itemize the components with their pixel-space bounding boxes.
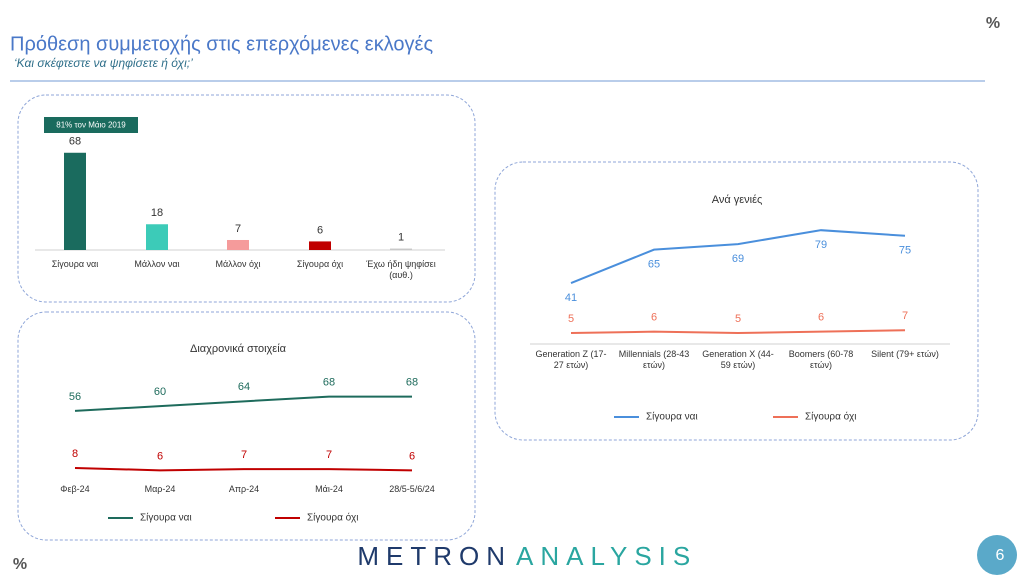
x-tick-label-text: Φεβ-24 <box>60 484 90 494</box>
annotation-box <box>44 117 138 133</box>
bar <box>227 239 249 250</box>
value-label: 64 <box>238 381 250 393</box>
value-label: 60 <box>154 386 166 398</box>
x-tick-label-text: Generation Z (17-27 ετών) <box>535 349 607 370</box>
bar <box>309 241 331 250</box>
x-tick-label: Φεβ-24 <box>60 484 90 494</box>
value-label: 75 <box>899 245 911 257</box>
x-tick-label-text: Generation X (44-59 ετών) <box>702 349 774 370</box>
slide-title: Πρόθεση συμμετοχής στις επερχόμενες εκλο… <box>10 33 433 55</box>
page-badge <box>977 535 1017 575</box>
x-tick-label-text: Έχω ήδη ψηφίσει (αυθ.) <box>366 259 436 280</box>
line-series <box>570 329 906 335</box>
legend-label: Σίγουρα όχι <box>307 512 358 524</box>
x-tick-label: 28/5-5/6/24 <box>389 484 435 494</box>
x-tick-label: Generation Z (17-27 ετών) <box>535 349 607 370</box>
panel <box>494 161 979 441</box>
value-label: 68 <box>323 376 335 388</box>
value-label: 56 <box>69 391 81 403</box>
annotation: 81% τον Μάιο 2019 <box>56 121 126 130</box>
x-tick-label-text: Σίγουρα όχι <box>296 259 344 269</box>
x-tick-label: Μάλλον ναι <box>134 259 180 269</box>
value-label: 7 <box>326 449 332 461</box>
x-tick-label-text: Millennials (28-43 ετών) <box>618 349 690 370</box>
x-tick-label-text: 28/5-5/6/24 <box>389 484 435 494</box>
chart-title: Διαχρονικά στοιχεία <box>190 343 287 355</box>
panel <box>17 311 476 541</box>
panel <box>17 94 476 303</box>
logo-right: ANALYSIS <box>516 541 697 571</box>
x-tick-label: Silent (79+ ετών) <box>871 349 939 359</box>
value-label: 8 <box>72 448 78 460</box>
x-tick-label: Μαρ-24 <box>144 484 176 494</box>
value-label: 6 <box>818 312 824 324</box>
value-label: 18 <box>151 207 163 219</box>
value-label: 79 <box>815 239 827 251</box>
value-label: 7 <box>902 310 908 322</box>
value-label: 6 <box>157 450 163 462</box>
logo-left: METRON <box>357 541 512 571</box>
bar <box>146 224 168 250</box>
x-tick-label-text: Μάλλον ναι <box>134 259 180 269</box>
x-tick-label: Generation X (44-59 ετών) <box>702 349 774 370</box>
x-tick-label-text: Boomers (60-78 ετών) <box>788 349 854 370</box>
legend-label: Σίγουρα ναι <box>646 411 698 423</box>
value-label: 5 <box>735 313 741 325</box>
bar <box>390 248 412 250</box>
x-tick-label: Έχω ήδη ψηφίσει (αυθ.) <box>366 259 436 280</box>
value-label: 7 <box>241 449 247 461</box>
x-tick-label: Σίγουρα όχι <box>296 259 344 269</box>
line-series <box>74 395 412 412</box>
value-label: 41 <box>565 292 577 304</box>
x-tick-label-text: Μαρ-24 <box>144 484 176 494</box>
line-series <box>74 466 413 472</box>
chart-title: Ανά γενιές <box>712 194 763 206</box>
value-label: 65 <box>648 259 660 271</box>
x-tick-label-text: Silent (79+ ετών) <box>871 349 939 359</box>
x-tick-label: Boomers (60-78 ετών) <box>788 349 854 370</box>
unit-label: % <box>13 556 27 573</box>
x-tick-label-text: Μάι-24 <box>315 484 343 494</box>
value-label: 7 <box>235 223 241 235</box>
x-tick-label: Σίγουρα ναι <box>51 259 99 269</box>
bar <box>64 152 86 250</box>
value-label: 6 <box>317 224 323 236</box>
line-series <box>570 229 906 284</box>
value-label: 69 <box>732 253 744 265</box>
page-number: 6 <box>996 547 1005 564</box>
slide-subtitle: ‘Και σκέφτεστε να ψηφίσετε ή όχι;’ <box>14 56 193 70</box>
x-tick-label: Μάλλον όχι <box>215 259 261 269</box>
value-label: 1 <box>398 231 404 243</box>
x-tick-label: Μάι-24 <box>315 484 343 494</box>
value-label: 5 <box>568 313 574 325</box>
x-tick-label: Millennials (28-43 ετών) <box>618 349 690 370</box>
x-tick-label-text: Απρ-24 <box>228 484 260 494</box>
legend-label: Σίγουρα ναι <box>140 512 192 524</box>
x-tick-label-text: Μάλλον όχι <box>215 259 261 269</box>
value-label: 6 <box>651 312 657 324</box>
unit-label: % <box>986 15 1000 32</box>
x-tick-label-text: Σίγουρα ναι <box>51 259 99 269</box>
x-tick-label: Απρ-24 <box>228 484 260 494</box>
legend-label: Σίγουρα όχι <box>805 411 856 423</box>
value-label: 68 <box>69 136 81 148</box>
value-label: 6 <box>409 450 415 462</box>
value-label: 68 <box>406 376 418 388</box>
